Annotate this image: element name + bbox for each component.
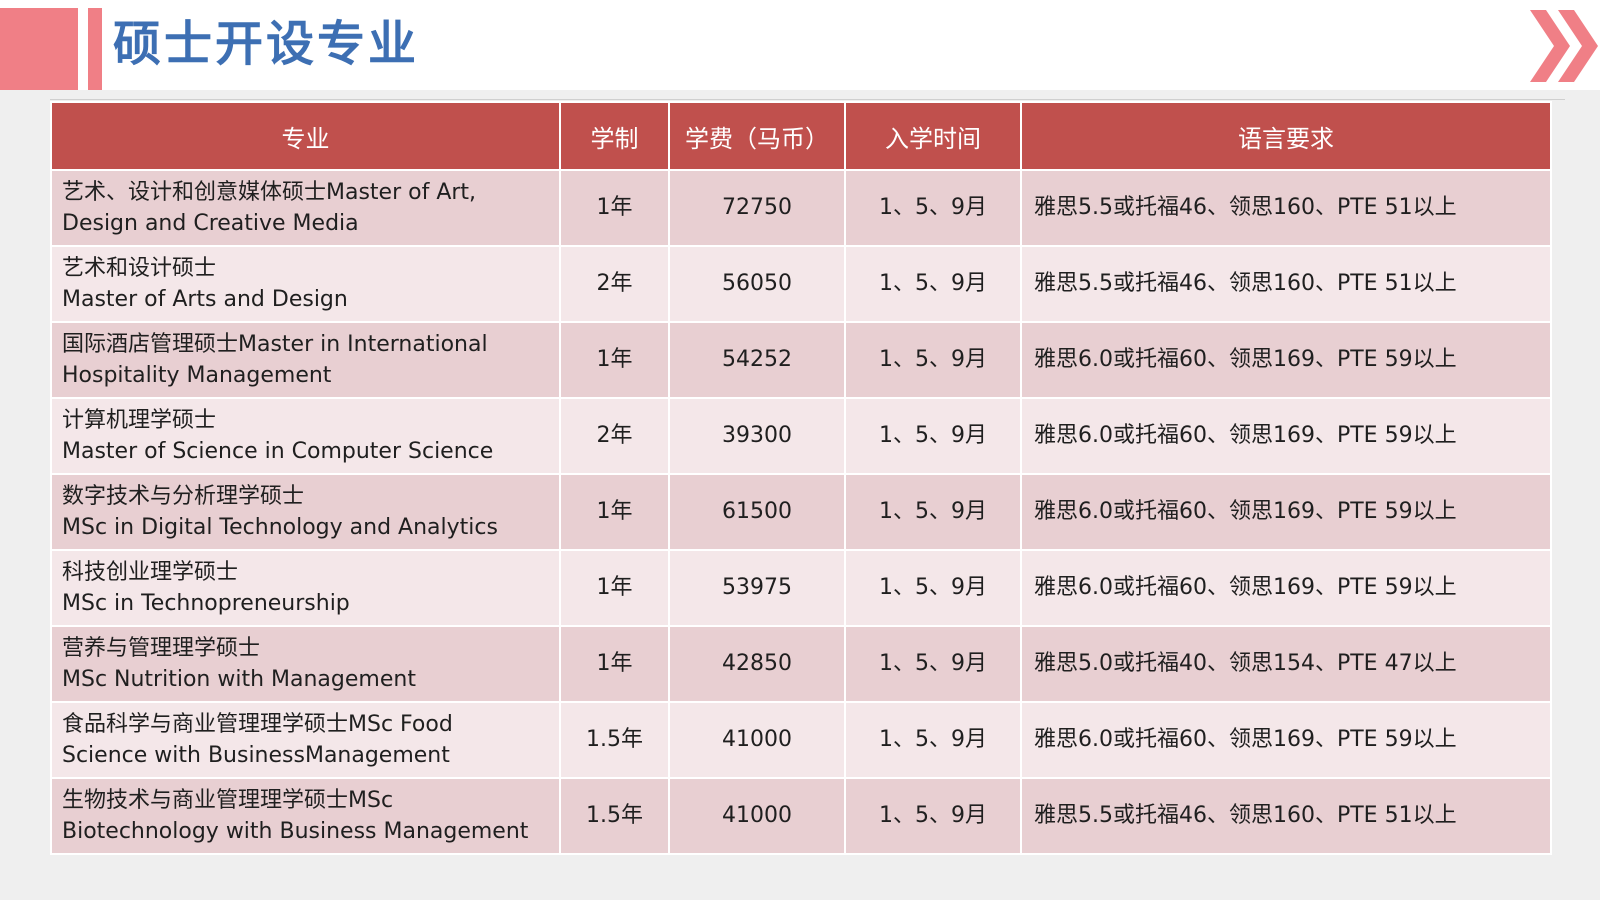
major-name-line: Biotechnology with Business Management [62,819,529,844]
fee-cell: 72750 [668,169,846,247]
language-cell: 雅思6.0或托福60、领思169、PTE 59以上 [1020,321,1552,399]
major-cell: 营养与管理理学硕士 MSc Nutrition with Management [50,625,561,703]
language-cell: 雅思6.0或托福60、领思169、PTE 59以上 [1020,473,1552,551]
major-name-line: 生物技术与商业管理理学硕士MSc [62,788,394,813]
intake-cell: 1、5、9月 [844,625,1022,703]
column-header-duration: 学制 [559,101,670,171]
major-name-line: Design and Creative Media [62,211,359,236]
major-cell: 生物技术与商业管理理学硕士MSc Biotechnology with Busi… [50,777,561,855]
table-row: 营养与管理理学硕士 MSc Nutrition with Management … [50,625,1552,703]
major-cell: 科技创业理学硕士 MSc in Technopreneurship [50,549,561,627]
major-name-line: Science with BusinessManagement [62,743,450,768]
intake-cell: 1、5、9月 [844,473,1022,551]
duration-cell: 1.5年 [559,701,670,779]
major-name-line: 国际酒店管理硕士Master in International [62,332,488,357]
language-cell: 雅思6.0或托福60、领思169、PTE 59以上 [1020,549,1552,627]
divider [50,99,1565,100]
fee-cell: 56050 [668,245,846,323]
major-name-line: MSc in Technopreneurship [62,591,350,616]
page-title: 硕士开设专业 [113,16,420,72]
duration-cell: 1年 [559,473,670,551]
intake-cell: 1、5、9月 [844,549,1022,627]
accent-block [0,8,78,90]
table-row: 食品科学与商业管理理学硕士MSc Food Science with Busin… [50,701,1552,779]
fee-cell: 41000 [668,777,846,855]
fee-cell: 39300 [668,397,846,475]
duration-cell: 2年 [559,397,670,475]
intake-cell: 1、5、9月 [844,169,1022,247]
majors-table: 专业 学制 学费（马币） 入学时间 语言要求 艺术、设计和创意媒体硕士Maste… [50,101,1552,855]
major-name-line: 计算机理学硕士 [62,408,217,433]
language-cell: 雅思6.0或托福60、领思169、PTE 59以上 [1020,701,1552,779]
language-cell: 雅思5.5或托福46、领思160、PTE 51以上 [1020,777,1552,855]
major-name-line: 艺术和设计硕士 [62,256,217,281]
major-cell: 艺术、设计和创意媒体硕士Master of Art, Design and Cr… [50,169,561,247]
major-name-line: MSc in Digital Technology and Analytics [62,515,498,540]
table-row: 国际酒店管理硕士Master in International Hospital… [50,321,1552,399]
column-header-major: 专业 [50,101,561,171]
major-name-line: 科技创业理学硕士 [62,560,239,585]
duration-cell: 1年 [559,321,670,399]
major-cell: 数字技术与分析理学硕士 MSc in Digital Technology an… [50,473,561,551]
major-cell: 艺术和设计硕士 Master of Arts and Design [50,245,561,323]
table-header-row: 专业 学制 学费（马币） 入学时间 语言要求 [50,101,1552,171]
language-cell: 雅思5.5或托福46、领思160、PTE 51以上 [1020,169,1552,247]
slide-header: 硕士开设专业 [0,0,1600,90]
language-cell: 雅思5.5或托福46、领思160、PTE 51以上 [1020,245,1552,323]
major-name-line: Hospitality Management [62,363,332,388]
table-row: 艺术和设计硕士 Master of Arts and Design 2年 560… [50,245,1552,323]
fee-cell: 61500 [668,473,846,551]
major-name-line: 艺术、设计和创意媒体硕士Master of Art, [62,180,477,205]
double-chevron-right-icon [1530,10,1598,82]
column-header-fee: 学费（马币） [668,101,846,171]
fee-cell: 42850 [668,625,846,703]
major-name-line: Master of Arts and Design [62,287,348,312]
column-header-intake: 入学时间 [844,101,1022,171]
table-row: 数字技术与分析理学硕士 MSc in Digital Technology an… [50,473,1552,551]
major-name-line: Master of Science in Computer Science [62,439,494,464]
intake-cell: 1、5、9月 [844,321,1022,399]
column-header-language: 语言要求 [1020,101,1552,171]
table-row: 计算机理学硕士 Master of Science in Computer Sc… [50,397,1552,475]
major-cell: 计算机理学硕士 Master of Science in Computer Sc… [50,397,561,475]
duration-cell: 1.5年 [559,777,670,855]
intake-cell: 1、5、9月 [844,245,1022,323]
duration-cell: 2年 [559,245,670,323]
table-row: 科技创业理学硕士 MSc in Technopreneurship 1年 539… [50,549,1552,627]
table-row: 生物技术与商业管理理学硕士MSc Biotechnology with Busi… [50,777,1552,855]
fee-cell: 41000 [668,701,846,779]
language-cell: 雅思5.0或托福40、领思154、PTE 47以上 [1020,625,1552,703]
fee-cell: 53975 [668,549,846,627]
duration-cell: 1年 [559,625,670,703]
table-row: 艺术、设计和创意媒体硕士Master of Art, Design and Cr… [50,169,1552,247]
intake-cell: 1、5、9月 [844,701,1022,779]
major-name-line: 数字技术与分析理学硕士 [62,484,305,509]
major-name-line: 营养与管理理学硕士 [62,636,261,661]
fee-cell: 54252 [668,321,846,399]
language-cell: 雅思6.0或托福60、领思169、PTE 59以上 [1020,397,1552,475]
major-name-line: MSc Nutrition with Management [62,667,416,692]
intake-cell: 1、5、9月 [844,397,1022,475]
duration-cell: 1年 [559,169,670,247]
accent-bar [88,8,102,90]
intake-cell: 1、5、9月 [844,777,1022,855]
major-cell: 食品科学与商业管理理学硕士MSc Food Science with Busin… [50,701,561,779]
major-name-line: 食品科学与商业管理理学硕士MSc Food [62,712,453,737]
major-cell: 国际酒店管理硕士Master in International Hospital… [50,321,561,399]
duration-cell: 1年 [559,549,670,627]
